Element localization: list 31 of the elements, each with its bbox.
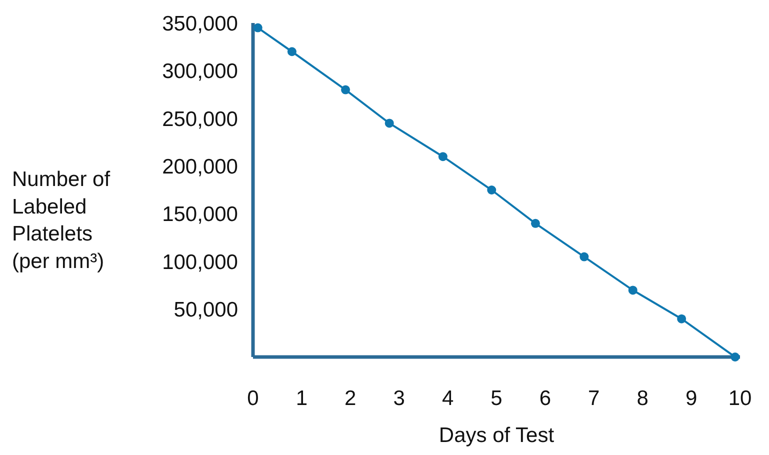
point	[628, 286, 638, 295]
y-tick-label: 350,000	[162, 12, 238, 36]
point	[677, 314, 686, 324]
x-tick-label: 6	[539, 387, 552, 410]
x-tick-label: 9	[685, 387, 698, 410]
point	[580, 252, 589, 262]
point	[253, 23, 262, 32]
y-tick-label: 100,000	[162, 250, 238, 274]
point	[530, 218, 540, 228]
y-tick-label: 200,000	[162, 155, 238, 178]
point	[384, 118, 394, 128]
x-tick-label: 4	[442, 387, 454, 410]
x-tick-label: 8	[636, 387, 648, 410]
y-tick-label: 50,000	[174, 298, 238, 322]
x-tick-label: 1	[296, 387, 308, 410]
x-tick-label: 7	[588, 387, 600, 410]
x-tick-label: 2	[344, 387, 356, 410]
x-axis-title: Days of Test	[438, 424, 554, 448]
point	[341, 85, 350, 94]
point	[730, 352, 740, 362]
x-tick-label: 5	[490, 387, 502, 410]
y-tick-label: 300,000	[162, 60, 238, 84]
y-tick-label: 150,000	[162, 203, 238, 226]
x-tick-label: 0	[247, 387, 259, 410]
point	[438, 152, 448, 162]
x-tick-label: 10	[728, 387, 752, 410]
point	[287, 47, 296, 56]
y-axis-title: Number of Labeled Platelets (per mm³)	[12, 168, 110, 273]
point	[487, 186, 496, 194]
x-tick-label: 3	[393, 387, 405, 410]
y-tick-label: 250,000	[162, 108, 238, 131]
